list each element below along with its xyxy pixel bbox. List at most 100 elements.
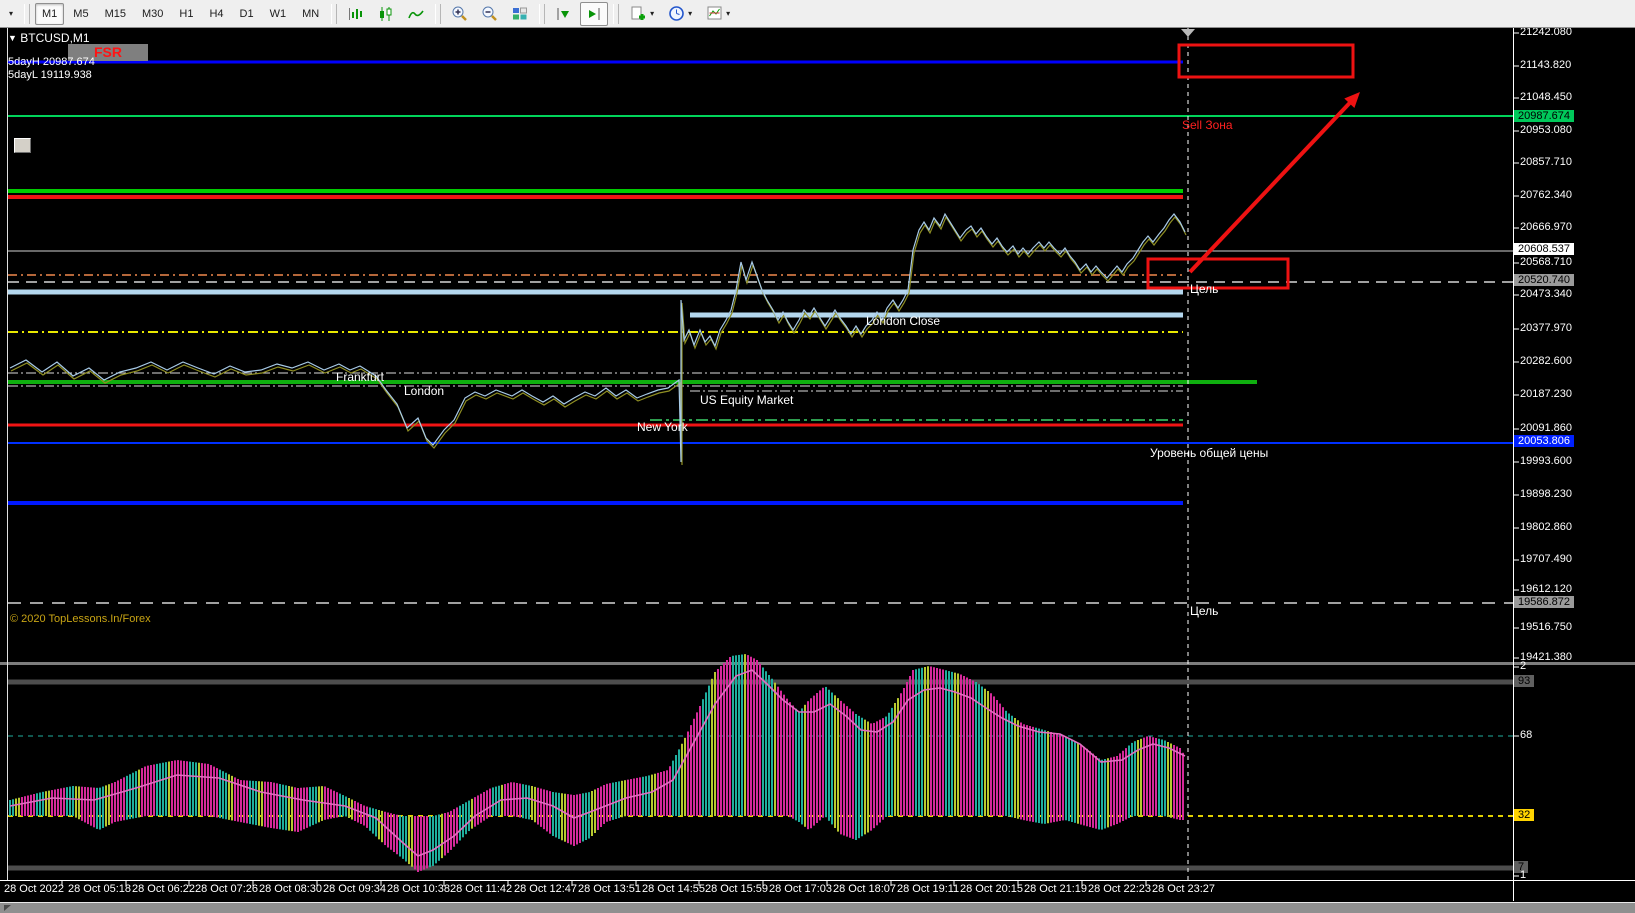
osc-bar (1023, 724, 1025, 821)
osc-bar (384, 811, 386, 846)
price-axis-label: 20568.710 (1520, 256, 1572, 268)
osc-bar (1044, 730, 1046, 824)
osc-bar (537, 787, 539, 825)
timeframe-button-h1[interactable]: H1 (179, 7, 194, 20)
osc-bar (408, 816, 410, 865)
osc-bar (735, 655, 737, 816)
osc-bar (837, 698, 839, 832)
osc-bar (843, 703, 845, 836)
price-series-down (10, 215, 1187, 466)
target-label-2: Цель (1190, 604, 1219, 618)
zoom-out-icon (482, 6, 498, 21)
osc-bar (867, 721, 869, 833)
toolbar-dropdown-caret[interactable]: ▾ (8, 9, 13, 18)
osc-bar (786, 698, 788, 816)
timeframe-button-m5[interactable]: M5 (73, 7, 89, 20)
gray-square-marker[interactable] (14, 138, 31, 153)
osc-bar (912, 670, 914, 816)
candlestick-button[interactable] (372, 2, 400, 26)
osc-bar (51, 790, 53, 816)
osc-bar (720, 666, 722, 816)
timeframe-button-m30[interactable]: M30 (141, 7, 164, 20)
osc-bar (969, 679, 971, 816)
osc-bar (27, 795, 29, 816)
osc-bar (915, 669, 917, 816)
price-axis-label: 20091.860 (1520, 422, 1572, 434)
price-axis-label: 21048.450 (1520, 91, 1572, 103)
time-axis[interactable]: 28 Oct 2022 28 Oct 05:18 28 Oct 06:22 28 Oc… (0, 882, 1513, 900)
osc-bar (495, 786, 497, 816)
time-axis-label: 28 Oct 21:19 (1024, 883, 1087, 895)
osc-bar (876, 721, 878, 826)
five-day-high-label: 5dayH 20987.674 (8, 56, 95, 68)
osc-bar (63, 787, 65, 816)
osc-bar (102, 786, 104, 828)
osc-bar (1059, 734, 1061, 821)
osc-bar (1083, 746, 1085, 826)
osc-bar (705, 692, 707, 816)
osc-bar (984, 688, 986, 816)
osc-bar (810, 698, 812, 829)
osc-bar (1026, 725, 1028, 821)
tile-windows-button[interactable] (506, 2, 534, 26)
bar-chart-button[interactable] (342, 2, 370, 26)
osc-bar (684, 737, 686, 816)
annotation-rectangle[interactable] (1177, 43, 1355, 79)
osc-bar (57, 788, 59, 816)
timeframe-button-m15[interactable]: M15 (104, 7, 126, 20)
price-axis[interactable]: 21242.080 21143.820 21048.450 20987.674 2095… (1514, 26, 1635, 901)
timeframe-button-d1[interactable]: D1 (239, 7, 254, 20)
timeframe-button-h4[interactable]: H4 (209, 7, 224, 20)
osc-bar (573, 795, 575, 846)
osc-bar (882, 718, 884, 820)
chevron-down-icon: ▾ (726, 9, 731, 18)
osc-bar (1155, 738, 1157, 816)
osc-bar (1086, 748, 1088, 827)
timeframe-button-m1[interactable]: M1 (35, 2, 65, 25)
osc-bar (42, 791, 44, 816)
osc-bar (357, 802, 359, 823)
osc-bar (594, 789, 596, 833)
time-axis-label: 28 Oct 06:22 (132, 883, 195, 895)
zoom-in-button[interactable] (446, 2, 474, 26)
osc-bar (111, 783, 113, 824)
timeframe-button-w1[interactable]: W1 (269, 7, 287, 20)
osc-bar (189, 761, 191, 816)
osc-bar (1080, 745, 1082, 825)
timeframe-button-mn[interactable]: MN (302, 7, 320, 20)
osc-bar (1161, 739, 1163, 816)
annotation-arrow-head[interactable] (1344, 92, 1360, 108)
auto-scroll-button[interactable] (550, 2, 578, 26)
vline-marker-icon[interactable] (1181, 29, 1195, 37)
chart-shift-button[interactable] (580, 1, 609, 26)
annotation-arrow-line[interactable] (1188, 96, 1356, 274)
osc-bar (1173, 745, 1175, 819)
osc-bar (141, 768, 143, 817)
periods-button[interactable]: ▾ (662, 2, 698, 26)
indicators-button[interactable]: ▾ (624, 2, 660, 26)
annotation-rectangle[interactable] (1146, 257, 1290, 290)
osc-bar (273, 782, 275, 829)
osc-bar (381, 810, 383, 843)
horizontal-scrollbar[interactable] (0, 902, 1635, 913)
price-axis-label: 93 (1514, 675, 1535, 687)
osc-bar (996, 700, 998, 816)
osc-bar (717, 669, 719, 816)
osc-bar (453, 809, 455, 847)
osc-bar (180, 760, 182, 816)
osc-bar (174, 760, 176, 816)
osc-bar (693, 718, 695, 816)
osc-bar (225, 772, 227, 820)
osc-bar (456, 807, 458, 844)
osc-bar (711, 678, 713, 816)
panel-separator[interactable] (0, 662, 1635, 665)
osc-bar (300, 787, 302, 831)
osc-bar (588, 792, 590, 839)
price-axis-label: 32 (1514, 809, 1535, 821)
line-chart-button[interactable] (402, 2, 430, 26)
osc-bar (1170, 743, 1172, 818)
time-axis-label: 28 Oct 13:51 (578, 883, 641, 895)
templates-button[interactable]: ▾ (700, 2, 736, 26)
zoom-out-button[interactable] (476, 2, 504, 26)
